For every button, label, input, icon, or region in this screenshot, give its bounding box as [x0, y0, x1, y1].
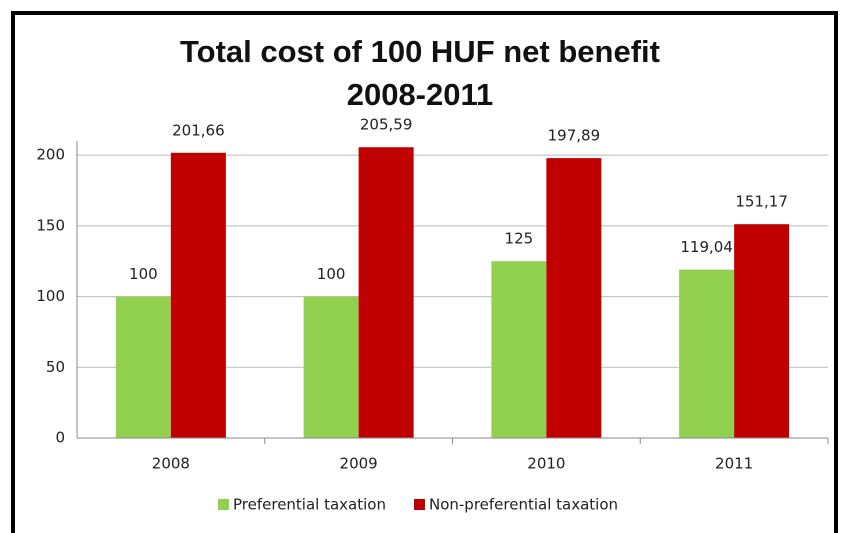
legend-label: Non-preferential taxation: [429, 496, 618, 514]
bar: [358, 147, 414, 438]
x-tick-label: 2011: [715, 455, 753, 473]
legend-label: Preferential taxation: [233, 496, 386, 514]
bar: [491, 261, 547, 438]
data-label: 100: [317, 265, 346, 283]
data-label: 205,59: [360, 116, 413, 134]
bar: [734, 224, 790, 438]
x-tick-label: 2010: [527, 455, 565, 473]
data-label: 151,17: [735, 193, 788, 211]
bar: [303, 296, 359, 438]
bar: [115, 296, 171, 438]
bar: [546, 158, 602, 438]
data-label: 125: [505, 230, 534, 248]
y-tick-label: 0: [55, 429, 65, 447]
y-tick-label: 100: [36, 287, 65, 305]
y-tick-label: 200: [36, 146, 65, 164]
data-label: 100: [129, 265, 158, 283]
legend-swatch: [413, 499, 425, 510]
bar: [170, 152, 226, 438]
x-tick-label: 2008: [152, 455, 190, 473]
data-label: 201,66: [172, 121, 225, 139]
frame: [11, 11, 838, 533]
chart-subtitle: 2008-2011: [347, 77, 494, 112]
chart-title: Total cost of 100 HUF net benefit: [180, 34, 660, 69]
data-label: 119,04: [680, 238, 733, 256]
bar: [679, 269, 735, 438]
y-tick-label: 50: [46, 358, 65, 376]
legend-swatch: [218, 499, 229, 510]
x-tick-label: 2009: [340, 455, 378, 473]
data-label: 197,89: [548, 127, 601, 145]
y-tick-label: 150: [36, 216, 65, 234]
